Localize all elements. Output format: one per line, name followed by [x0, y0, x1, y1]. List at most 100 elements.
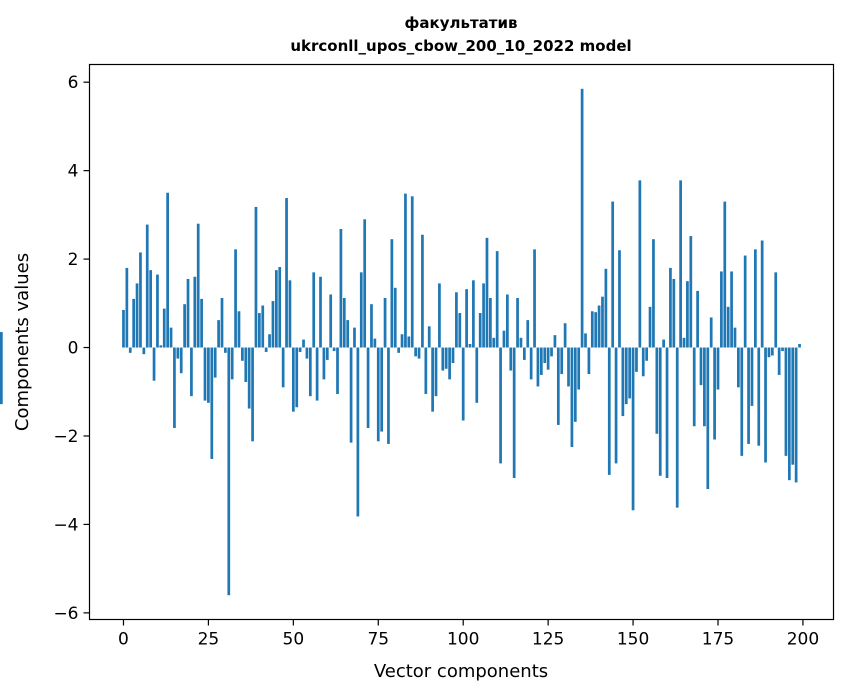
bar-155 [648, 306, 652, 348]
bar-56 [312, 272, 316, 348]
bar-40 [258, 313, 261, 348]
bar-6 [142, 347, 146, 355]
bar-157 [655, 347, 659, 434]
bar-45 [274, 270, 278, 348]
bar-123 [539, 347, 543, 375]
bar-102 [468, 343, 472, 348]
bar-184 [747, 347, 750, 444]
bar-44 [271, 301, 275, 348]
bar-189 [764, 347, 767, 463]
bar-150 [631, 347, 635, 511]
bar-21 [193, 276, 197, 348]
bar-37 [247, 347, 251, 409]
bar-81 [397, 347, 401, 353]
bar-166 [686, 281, 689, 348]
bar-29 [220, 297, 224, 348]
bar-62 [332, 347, 336, 352]
bar-69 [356, 347, 360, 517]
bar-126 [550, 347, 553, 357]
bar-133 [573, 347, 577, 422]
bar-75 [376, 347, 380, 442]
bar-28 [217, 320, 220, 348]
bar-54 [305, 347, 309, 359]
bar-86 [414, 347, 417, 357]
bar-97 [451, 347, 455, 364]
bar-183 [743, 255, 747, 348]
bar-0 [122, 309, 125, 348]
bar-153 [641, 347, 645, 377]
bar-185 [750, 347, 754, 406]
bar-15 [173, 347, 176, 429]
bar-151 [635, 347, 638, 372]
bar-120 [529, 347, 533, 380]
x-axis-label: Vector components [374, 661, 548, 682]
bar-27 [213, 347, 217, 378]
bar-8 [149, 270, 153, 348]
bar-34 [237, 311, 241, 348]
bar-165 [682, 337, 686, 348]
y-tick-label: 6 [68, 73, 79, 93]
bar-71 [363, 219, 367, 348]
bar-172 [706, 347, 710, 490]
bar-177 [723, 201, 727, 348]
bar-152 [638, 180, 642, 348]
bar-137 [587, 347, 591, 375]
chart-title-line-1: факультатив [405, 14, 518, 32]
bar-undefined [0, 347, 3, 405]
bar-130 [563, 323, 567, 348]
bar-87 [417, 347, 421, 359]
bar-170 [699, 347, 703, 386]
bar-160 [665, 347, 669, 478]
bar-149 [628, 347, 632, 399]
bar-99 [458, 313, 462, 348]
x-tick-label: 25 [198, 630, 220, 650]
bar-195 [784, 347, 788, 456]
bar-118 [522, 347, 526, 360]
bar-50 [291, 347, 295, 412]
bar-110 [495, 251, 499, 348]
bar-154 [645, 347, 649, 361]
bar-194 [781, 347, 784, 352]
bar-106 [482, 283, 485, 348]
bar-42 [264, 347, 268, 352]
bar-114 [509, 347, 513, 371]
bar-171 [703, 347, 706, 427]
bar-43 [268, 334, 271, 348]
bar-135 [580, 88, 584, 348]
bar-80 [393, 287, 397, 348]
bar-142 [604, 268, 608, 348]
bar-79 [390, 239, 394, 348]
bar-196 [787, 347, 791, 481]
x-tick-label: 125 [532, 630, 564, 650]
bar-23 [200, 298, 203, 348]
x-tick-label: 50 [283, 630, 305, 650]
bar-169 [696, 290, 699, 348]
bar-83 [404, 193, 407, 348]
bar-119 [526, 320, 530, 348]
bar-61 [329, 294, 333, 348]
chart-title-line-2: ukrconll_upos_cbow_200_10_2022 model [290, 37, 631, 55]
bar-undefined [0, 332, 3, 348]
bar-3 [132, 298, 136, 348]
bar-1 [125, 267, 129, 348]
bar-13 [166, 192, 169, 348]
bar-131 [567, 347, 570, 387]
x-tick-label: 175 [702, 630, 734, 650]
bar-88 [421, 234, 424, 348]
bar-129 [560, 347, 564, 375]
bar-95 [444, 347, 448, 369]
bar-140 [597, 305, 601, 348]
bar-48 [285, 198, 288, 348]
y-axis-ticks: −6 −4 −2 0 2 4 6 [53, 73, 90, 624]
bars-group [0, 88, 801, 596]
bar-199 [798, 343, 801, 348]
bar-162 [672, 278, 676, 348]
bar-91 [431, 347, 434, 412]
bar-35 [241, 347, 244, 361]
bar-116 [516, 297, 519, 348]
bar-134 [577, 347, 581, 390]
bar-156 [652, 239, 655, 348]
bar-104 [475, 347, 479, 403]
bar-182 [740, 347, 744, 456]
